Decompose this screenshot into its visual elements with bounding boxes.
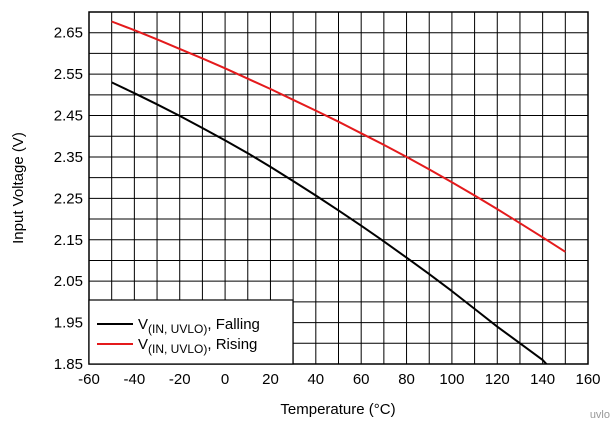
plot-frame — [88, 11, 589, 365]
series-line-falling — [111, 81, 548, 364]
x-tick-label: 140 — [530, 371, 555, 388]
legend-rising-main: V — [138, 336, 148, 353]
y-tick-labels: 1.85 1.95 2.05 2.15 2.25 2.35 2.45 2.55 2.65 — [54, 25, 83, 373]
x-tick-label: -40 — [124, 371, 146, 388]
x-tick-label: 80 — [398, 371, 415, 388]
x-tick-label: -20 — [169, 371, 191, 388]
legend-rising-sub: (IN, UVLO) — [148, 342, 207, 356]
series-line-rising — [111, 20, 566, 253]
y-tick-label: 1.95 — [54, 315, 83, 332]
x-tick-label: 40 — [307, 371, 324, 388]
y-tick-label: 2.45 — [54, 108, 83, 125]
x-tick-label: 20 — [262, 371, 279, 388]
legend: V(IN, UVLO), Falling V(IN, UVLO), Rising — [88, 299, 294, 365]
legend-entry-falling: V(IN, UVLO), Falling — [138, 316, 260, 336]
x-tick-label: -60 — [78, 371, 100, 388]
y-tick-label: 2.25 — [54, 190, 83, 207]
watermark-label: uvlo — [590, 409, 610, 421]
series-lines — [111, 20, 566, 364]
y-tick-label: 2.35 — [54, 149, 83, 166]
x-tick-labels: -60 -40 -20 0 20 40 60 80 100 120 140 160 — [78, 371, 600, 388]
y-tick-label: 1.85 — [54, 356, 83, 373]
y-tick-label: 2.15 — [54, 232, 83, 249]
legend-box — [88, 299, 294, 365]
x-tick-label: 100 — [439, 371, 464, 388]
grid-lines — [89, 12, 588, 364]
y-tick-label: 2.55 — [54, 66, 83, 83]
y-axis-title: Input Voltage (V) — [10, 132, 27, 244]
x-tick-label: 160 — [575, 371, 600, 388]
x-tick-label: 120 — [485, 371, 510, 388]
y-tick-label: 2.05 — [54, 273, 83, 290]
legend-entry-rising: V(IN, UVLO), Rising — [138, 336, 257, 356]
legend-falling-tail: , Falling — [207, 316, 260, 333]
legend-rising-tail: , Rising — [207, 336, 257, 353]
y-tick-label: 2.65 — [54, 25, 83, 42]
x-axis-title: Temperature (°C) — [280, 401, 395, 418]
x-tick-label: 0 — [221, 371, 229, 388]
x-tick-label: 60 — [353, 371, 370, 388]
legend-falling-sub: (IN, UVLO) — [148, 322, 207, 336]
legend-falling-main: V — [138, 316, 148, 333]
